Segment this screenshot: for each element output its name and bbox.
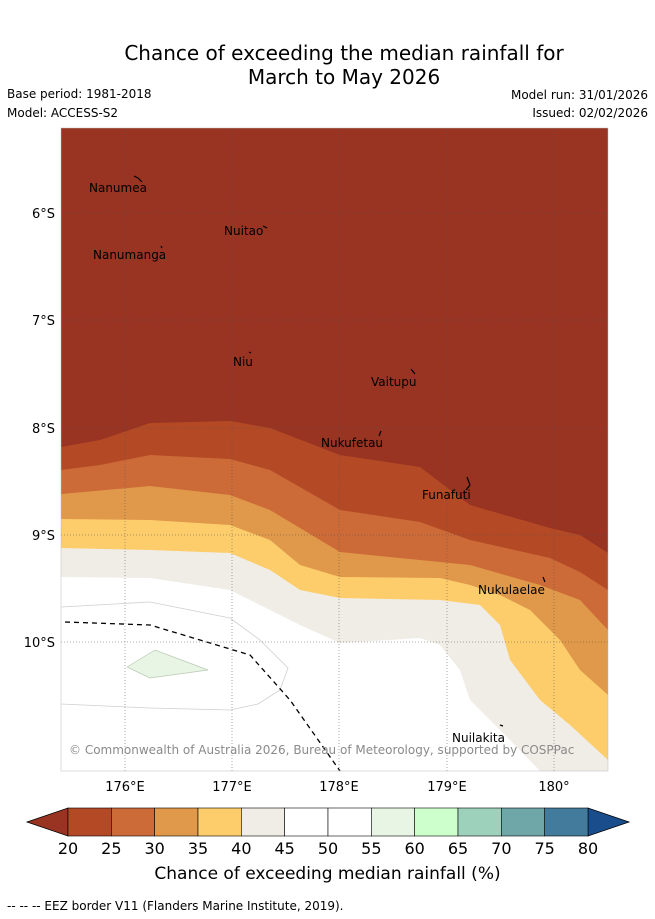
colorbar-tick-label: 30 — [144, 839, 165, 858]
base-period: Base period: 1981-2018 — [7, 87, 152, 101]
model-run: Model run: 31/01/2026 — [510, 88, 648, 102]
island-nukulaelae — [542, 576, 546, 583]
colorbar-tick-label: 40 — [231, 839, 252, 858]
island-nanumea — [133, 175, 143, 183]
lon-label-180: 180° — [538, 780, 569, 795]
colorbar-swatch — [111, 807, 155, 837]
lon-label-177e: 177°E — [212, 780, 252, 795]
band-55-60 — [126, 649, 209, 679]
model-name: Model: ACCESS-S2 — [7, 106, 119, 120]
colorbar-swatch — [501, 807, 545, 837]
colorbar-tick-label: 50 — [317, 839, 339, 858]
place-nukulaelae: Nukulaelae — [478, 583, 545, 597]
colorbar-tick-label: 65 — [447, 839, 469, 858]
lon-label-178e: 178°E — [319, 780, 359, 795]
lat-label-8s: 8°S — [32, 422, 55, 437]
colorbar-tick-label: 75 — [534, 839, 555, 858]
place-funafuti: Funafuti — [422, 488, 471, 502]
colorbar-tick-label: 55 — [361, 839, 382, 858]
map-frame — [60, 127, 609, 772]
colorbar-over-arrow — [587, 807, 631, 837]
colorbar-swatch — [284, 807, 329, 837]
colorbar-swatch — [67, 807, 112, 837]
lat-label-9s: 9°S — [32, 529, 55, 544]
lat-label-6s: 6°S — [32, 207, 55, 222]
colorbar-swatch — [371, 807, 415, 837]
island-vaitupu — [410, 368, 416, 375]
colorbar-swatch — [414, 807, 459, 837]
place-nukufetau: Nukufetau — [321, 436, 383, 450]
band-45-55 — [61, 577, 540, 771]
contour-outline — [61, 601, 289, 711]
colorbar-under-arrow — [25, 807, 69, 837]
graticule — [61, 128, 608, 771]
island-nuitao — [262, 225, 268, 229]
colorbar-tick-label: 45 — [274, 839, 295, 858]
colorbar-tick-label: 80 — [577, 839, 599, 858]
colorbar-swatch — [154, 807, 199, 837]
place-vaitupu: Vaitupu — [371, 375, 417, 389]
place-nanumea: Nanumea — [89, 181, 147, 195]
issued-date: Issued: 02/02/2026 — [532, 106, 648, 120]
place-nanumanga: Nanumanga — [93, 248, 166, 262]
lat-label-7s: 7°S — [32, 314, 55, 329]
colorbar-tick-label: 25 — [101, 839, 122, 858]
lon-label-179e: 179°E — [427, 780, 467, 795]
eez-legend: -- -- -- EEZ border V11 (Flanders Marine… — [7, 899, 344, 913]
colorbar-title: Chance of exceeding median rainfall (%) — [154, 864, 501, 884]
colorbar-swatch — [457, 807, 502, 837]
place-nuilakita: Nuilakita — [452, 731, 505, 745]
lon-label-176e: 176°E — [105, 780, 145, 795]
colorbar-swatch — [241, 807, 285, 837]
colorbar-tick-label: 35 — [187, 839, 209, 858]
colorbar — [25, 807, 631, 837]
copyright-notice: © Commonwealth of Australia 2026, Bureau… — [69, 743, 574, 757]
colorbar-swatch — [197, 807, 242, 837]
island-nukufetau — [378, 430, 382, 437]
island-nanumanga — [160, 245, 163, 249]
title-line-2: March to May 2026 — [247, 65, 441, 89]
title-line-1: Chance of exceeding the median rainfall … — [124, 41, 564, 65]
colorbar-swatch — [544, 807, 589, 837]
colorbar-tick-label: 60 — [404, 839, 425, 858]
place-nuitao: Nuitao — [224, 224, 263, 238]
lat-label-10s: 10°S — [24, 636, 55, 651]
colorbar-tick-label: 70 — [491, 839, 512, 858]
islands — [133, 175, 546, 727]
colorbar-tick-label: 20 — [57, 839, 79, 858]
place-niu: Niu — [233, 355, 253, 369]
island-niu — [248, 351, 252, 354]
island-nuilakita — [499, 724, 504, 727]
colorbar-swatch — [327, 807, 372, 837]
eez-border — [64, 621, 341, 771]
island-funafuti — [465, 476, 471, 491]
